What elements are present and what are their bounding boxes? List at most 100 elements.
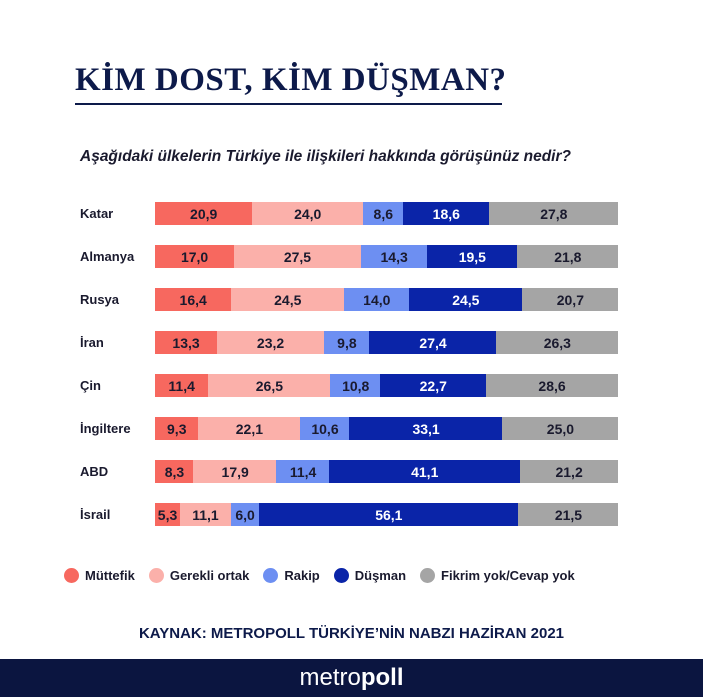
legend-swatch-icon xyxy=(333,568,349,583)
bar-segment: 22,1 xyxy=(198,417,301,440)
bar-segment: 14,3 xyxy=(360,245,428,268)
legend-item: Fikrim yok/Cevap yok xyxy=(420,568,575,583)
page-title: KİM DOST, KİM DÜŞMAN? xyxy=(75,62,507,98)
data-label: 14,0 xyxy=(363,291,391,308)
data-label: 23,2 xyxy=(256,334,285,351)
bar-segment: 20,9 xyxy=(155,202,253,225)
bar-segment: 17,0 xyxy=(155,245,235,268)
data-label: 17,0 xyxy=(180,248,209,265)
bar-segment: 16,4 xyxy=(155,288,232,311)
bar-segment: 8,6 xyxy=(363,202,404,225)
bar-segment: 24,5 xyxy=(230,288,345,311)
data-label: 8,3 xyxy=(164,463,185,480)
bar-segment: 41,1 xyxy=(329,460,521,483)
data-label: 21,8 xyxy=(554,248,582,265)
data-label: 22,7 xyxy=(419,377,447,394)
data-label: 19,5 xyxy=(458,248,486,265)
data-label: 17,9 xyxy=(221,463,249,480)
category-label: Çin xyxy=(80,378,101,393)
bar-segment: 21,8 xyxy=(517,245,619,268)
category-label: İsrail xyxy=(80,507,111,522)
category-label: Katar xyxy=(80,206,114,221)
legend-swatch-icon xyxy=(64,568,79,583)
legend-item: Gerekli ortak xyxy=(148,568,250,583)
data-label: 24,0 xyxy=(294,205,322,222)
data-label: 25,0 xyxy=(546,420,575,437)
category-label: Almanya xyxy=(80,249,135,264)
data-label: 26,5 xyxy=(255,377,283,394)
bar-segment: 13,3 xyxy=(155,331,218,354)
logo-text-bold: poll xyxy=(360,664,404,691)
bar-segment: 33,1 xyxy=(349,417,503,440)
data-label: 11,4 xyxy=(168,377,195,394)
bar-segment: 17,9 xyxy=(193,460,277,483)
bar-segment: 21,5 xyxy=(518,503,619,526)
data-label: 20,7 xyxy=(556,291,584,308)
category-label: İran xyxy=(80,335,104,350)
legend-label: Düşman xyxy=(354,568,407,583)
legend-label: Fikrim yok/Cevap yok xyxy=(441,568,575,583)
legend: Müttefik Gerekli ortak Rakip Düşman Fikrim y… xyxy=(64,568,589,583)
stacked-bar-chart: Katar 20,9 24,0 8,6 18,6 27,8 Almanya 17,0 27,5 1… xyxy=(80,202,619,526)
bar-segment: 24,0 xyxy=(251,202,364,225)
legend-item: Düşman xyxy=(333,568,407,583)
source-note: KAYNAK: METROPOLL TÜRKİYE’NİN NABZI HAZİ… xyxy=(138,625,565,642)
data-label: 24,5 xyxy=(452,291,480,308)
legend-item: Rakip xyxy=(263,568,320,583)
data-label: 16,4 xyxy=(179,291,207,308)
data-label: 11,1 xyxy=(192,506,219,523)
bar-segment: 26,5 xyxy=(207,374,331,397)
category-label: Rusya xyxy=(80,292,120,307)
bar-segment: 18,6 xyxy=(402,202,490,225)
footer-logo-band: metro poll xyxy=(0,659,703,697)
data-label: 21,5 xyxy=(554,506,583,523)
data-label: 9,3 xyxy=(167,420,187,437)
data-label: 13,3 xyxy=(172,334,200,351)
bar-segment: 19,5 xyxy=(426,245,518,268)
data-label: 26,3 xyxy=(543,334,571,351)
data-label: 27,4 xyxy=(419,334,447,351)
data-label: 21,2 xyxy=(555,463,583,480)
bar-segment: 27,4 xyxy=(369,331,497,354)
bar-segment: 22,7 xyxy=(380,374,487,397)
category-label: İngiltere xyxy=(80,421,131,436)
bar-segment: 24,5 xyxy=(408,288,523,311)
bar-segment: 9,8 xyxy=(323,331,370,354)
bar-segment: 8,3 xyxy=(155,460,194,483)
bar-segment: 20,7 xyxy=(522,288,619,311)
data-label: 24,5 xyxy=(274,291,302,308)
legend-item: Müttefik xyxy=(64,568,135,583)
data-label: 27,5 xyxy=(283,248,312,265)
title-underline xyxy=(75,103,502,105)
chart-subtitle: Aşağıdaki ülkelerin Türkiye ile ilişkile… xyxy=(80,148,571,165)
legend-swatch-icon xyxy=(148,568,164,583)
bar-segment: 14,0 xyxy=(344,288,410,311)
legend-label: Gerekli ortak xyxy=(169,568,250,583)
data-label: 10,8 xyxy=(342,377,370,394)
data-label: 5,3 xyxy=(157,506,178,523)
bar-segment: 21,2 xyxy=(519,460,619,483)
data-label: 14,3 xyxy=(380,248,408,265)
data-label: 27,8 xyxy=(540,205,568,222)
bar-segment: 11,4 xyxy=(155,374,209,397)
data-label: 28,6 xyxy=(538,377,566,394)
data-label: 11,4 xyxy=(289,463,317,480)
bar-segment: 56,1 xyxy=(258,503,519,526)
legend-label: Müttefik xyxy=(85,568,135,583)
bar-segment: 26,3 xyxy=(496,331,619,354)
bar-segment: 10,8 xyxy=(330,374,381,397)
bar-segment: 11,1 xyxy=(179,503,232,526)
category-label: ABD xyxy=(80,464,109,479)
bar-segment: 27,8 xyxy=(489,202,619,225)
bar-segment: 28,6 xyxy=(485,374,619,397)
bar-segment: 25,0 xyxy=(502,417,619,440)
bar-segment: 23,2 xyxy=(216,331,325,354)
data-label: 9,8 xyxy=(337,334,357,351)
bar-segment: 11,4 xyxy=(276,460,330,483)
bar-segment: 5,3 xyxy=(155,503,181,526)
bar-segment: 10,6 xyxy=(300,417,350,440)
data-label: 41,1 xyxy=(411,463,439,480)
data-label: 20,9 xyxy=(190,205,218,222)
data-label: 33,1 xyxy=(412,420,440,437)
logo-text-light: metro xyxy=(299,664,361,691)
